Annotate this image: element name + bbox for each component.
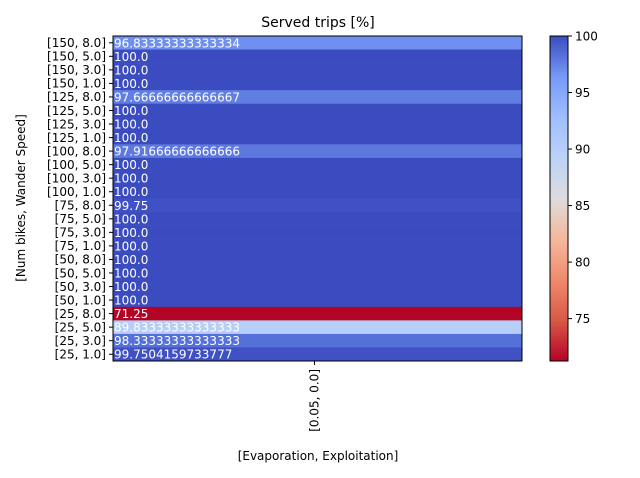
- cell-value-label: 97.66666666666667: [114, 90, 240, 104]
- y-tick-label: [150, 3.0]: [47, 63, 106, 77]
- cell-value-label: 99.7504159733777: [114, 348, 232, 362]
- heatmap-cell: [113, 157, 522, 172]
- y-tick-label: [125, 5.0]: [47, 104, 106, 118]
- y-tick-label: [75, 8.0]: [55, 199, 106, 213]
- heatmap-cell: [113, 36, 522, 50]
- cell-value-label: 100.0: [114, 63, 148, 77]
- heatmap-cell: [113, 279, 522, 294]
- cell-value-label: 100.0: [114, 172, 148, 186]
- cell-value-label: 100.0: [114, 280, 148, 294]
- heatmap-cell: [113, 184, 522, 199]
- heatmap-cell: [113, 293, 522, 308]
- colorbar: [549, 35, 569, 362]
- heatmap-cell: [113, 252, 522, 267]
- cell-value-label: 100.0: [114, 185, 148, 199]
- plot-frame: [112, 35, 523, 362]
- y-tick-label: [75, 1.0]: [55, 239, 106, 253]
- heatmap-cells: 96.83333333333334100.0100.0100.097.66666…: [113, 36, 522, 362]
- cell-value-label: 97.91666666666666: [114, 145, 240, 159]
- cell-value-label: 100.0: [114, 239, 148, 253]
- colorbar-tick-label: 85: [575, 199, 590, 213]
- y-tick-label: [150, 8.0]: [47, 36, 106, 50]
- colorbar-tick-label: 75: [575, 312, 590, 326]
- heatmap-cell: [113, 320, 522, 335]
- colorbar-tick-label: 90: [575, 142, 590, 156]
- y-tick-label: [25, 1.0]: [55, 348, 106, 362]
- y-tick-label: [150, 1.0]: [47, 77, 106, 91]
- cell-value-label: 100.0: [114, 77, 148, 91]
- heatmap-cell: [113, 347, 522, 362]
- heatmap-cell: [113, 171, 522, 186]
- colorbar-tick-label: 80: [575, 255, 590, 269]
- cell-value-label: 100.0: [114, 226, 148, 240]
- y-tick-label: [75, 5.0]: [55, 212, 106, 226]
- y-tick-label: [125, 3.0]: [47, 117, 106, 131]
- cell-value-label: 100.0: [114, 212, 148, 226]
- heatmap-cell: [113, 90, 522, 105]
- y-tick-label: [25, 5.0]: [55, 320, 106, 334]
- heatmap-cell: [113, 198, 522, 213]
- y-axis-label: [Num bikes, Wander Speed]: [14, 114, 28, 282]
- x-axis-ticks: [0.05, 0.0]: [308, 361, 322, 432]
- heatmap-cell: [113, 63, 522, 77]
- cell-value-label: 89.83333333333333: [114, 321, 240, 335]
- heatmap-cell: [113, 49, 522, 64]
- cell-value-label: 100.0: [114, 104, 148, 118]
- y-tick-label: [75, 3.0]: [55, 226, 106, 240]
- cell-value-label: 99.75: [114, 199, 148, 213]
- y-tick-label: [100, 8.0]: [47, 144, 106, 158]
- cell-value-label: 100.0: [114, 266, 148, 280]
- heatmap-cell: [113, 306, 522, 321]
- y-axis-ticks: [150, 8.0][150, 5.0][150, 3.0][150, 1.0]…: [47, 36, 113, 362]
- cell-value-label: 100.0: [114, 118, 148, 132]
- colorbar-tick-label: 95: [575, 86, 590, 100]
- cell-value-label: 100.0: [114, 50, 148, 64]
- y-tick-label: [150, 5.0]: [47, 50, 106, 64]
- y-tick-label: [50, 8.0]: [55, 253, 106, 267]
- cell-value-label: 98.33333333333333: [114, 334, 240, 348]
- heatmap-cell: [113, 239, 522, 253]
- y-tick-label: [25, 8.0]: [55, 307, 106, 321]
- y-tick-label: [100, 3.0]: [47, 171, 106, 185]
- cell-value-label: 100.0: [114, 131, 148, 145]
- chart-title: Served trips [%]: [261, 15, 374, 31]
- y-tick-label: [125, 1.0]: [47, 131, 106, 145]
- heatmap-cell: [113, 76, 522, 91]
- cell-value-label: 100.0: [114, 158, 148, 172]
- cell-value-label: 96.83333333333334: [114, 36, 240, 50]
- y-tick-label: [125, 8.0]: [47, 90, 106, 104]
- cell-value-label: 100.0: [114, 294, 148, 308]
- y-tick-label: [50, 1.0]: [55, 293, 106, 307]
- y-tick-label: [50, 5.0]: [55, 266, 106, 280]
- cell-value-label: 71.25: [114, 307, 148, 321]
- heatmap-cell: [113, 333, 522, 348]
- x-tick-label: [0.05, 0.0]: [308, 369, 322, 432]
- heatmap-cell: [113, 266, 522, 281]
- y-tick-label: [25, 3.0]: [55, 334, 106, 348]
- colorbar-ticks: 75 80 85 90 95 100: [568, 29, 598, 326]
- cell-value-label: 100.0: [114, 253, 148, 267]
- y-tick-label: [100, 1.0]: [47, 185, 106, 199]
- y-tick-label: [100, 5.0]: [47, 158, 106, 172]
- y-tick-label: [50, 3.0]: [55, 280, 106, 294]
- x-axis-label: [Evaporation, Exploitation]: [238, 449, 399, 463]
- heatmap-cell: [113, 144, 522, 159]
- heatmap-cell: [113, 225, 522, 240]
- heatmap-cell: [113, 103, 522, 118]
- heatmap-cell: [113, 130, 522, 145]
- heatmap-cell: [113, 212, 522, 226]
- heatmap-cell: [113, 117, 522, 132]
- colorbar-tick-label: 100: [575, 29, 598, 43]
